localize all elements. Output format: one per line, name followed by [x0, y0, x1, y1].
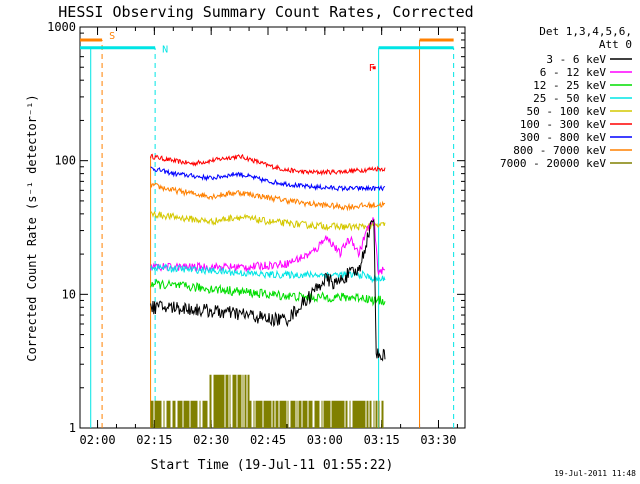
legend-title: Det 1,3,4,5,6,: [539, 25, 632, 38]
x-axis-label: Start Time (19-Jul-11 01:55:22): [151, 458, 394, 473]
y-tick-label: 1: [69, 421, 76, 435]
series-line: [150, 153, 386, 177]
y-axis-label: Corrected Count Rate (s⁻¹ detector⁻¹): [25, 94, 39, 361]
chart-title: HESSI Observing Summary Count Rates, Cor…: [58, 3, 473, 21]
x-tick-label: 02:45: [250, 433, 286, 447]
y-tick-label: 1000: [47, 20, 76, 34]
legend-label: 6 - 12 keV: [540, 66, 607, 79]
series-line: [150, 278, 386, 307]
flag-annotation: F: [369, 63, 375, 74]
x-tick-label: 03:00: [307, 433, 343, 447]
legend-label: 12 - 25 keV: [533, 79, 606, 92]
legend-label: 800 - 7000 keV: [513, 144, 606, 157]
flare-marker: [372, 66, 376, 70]
series-line: [150, 218, 386, 362]
series-line: [150, 182, 386, 212]
legend-label: 7000 - 20000 keV: [500, 157, 606, 170]
flag-annotation: S: [109, 31, 115, 42]
date-stamp: 19-Jul-2011 11:48: [554, 469, 636, 478]
legend-label: 25 - 50 keV: [533, 92, 606, 105]
series-line: [150, 263, 386, 284]
x-tick-label: 02:30: [193, 433, 229, 447]
y-tick-label: 100: [54, 154, 76, 168]
x-tick-label: 03:15: [364, 433, 400, 447]
plot-area: 02:00 02:15 02:30 02:45 03:00 03:15 03:30 1 10 10…: [47, 20, 466, 447]
flag-annotation: N: [162, 45, 168, 56]
legend-label: 50 - 100 keV: [527, 105, 607, 118]
series-line: [150, 217, 386, 275]
x-tick-label: 03:30: [420, 433, 456, 447]
legend-title: Att 0: [599, 38, 632, 51]
legend-label: 3 - 6 keV: [546, 53, 606, 66]
series-line: [150, 166, 386, 192]
x-tick-label: 02:00: [79, 433, 115, 447]
x-tick-label: 02:15: [136, 433, 172, 447]
series-line: [150, 210, 386, 232]
legend-label: 100 - 300 keV: [520, 118, 606, 131]
y-tick-label: 10: [62, 287, 76, 301]
legend-label: 300 - 800 keV: [520, 131, 606, 144]
series-line: [150, 374, 384, 428]
